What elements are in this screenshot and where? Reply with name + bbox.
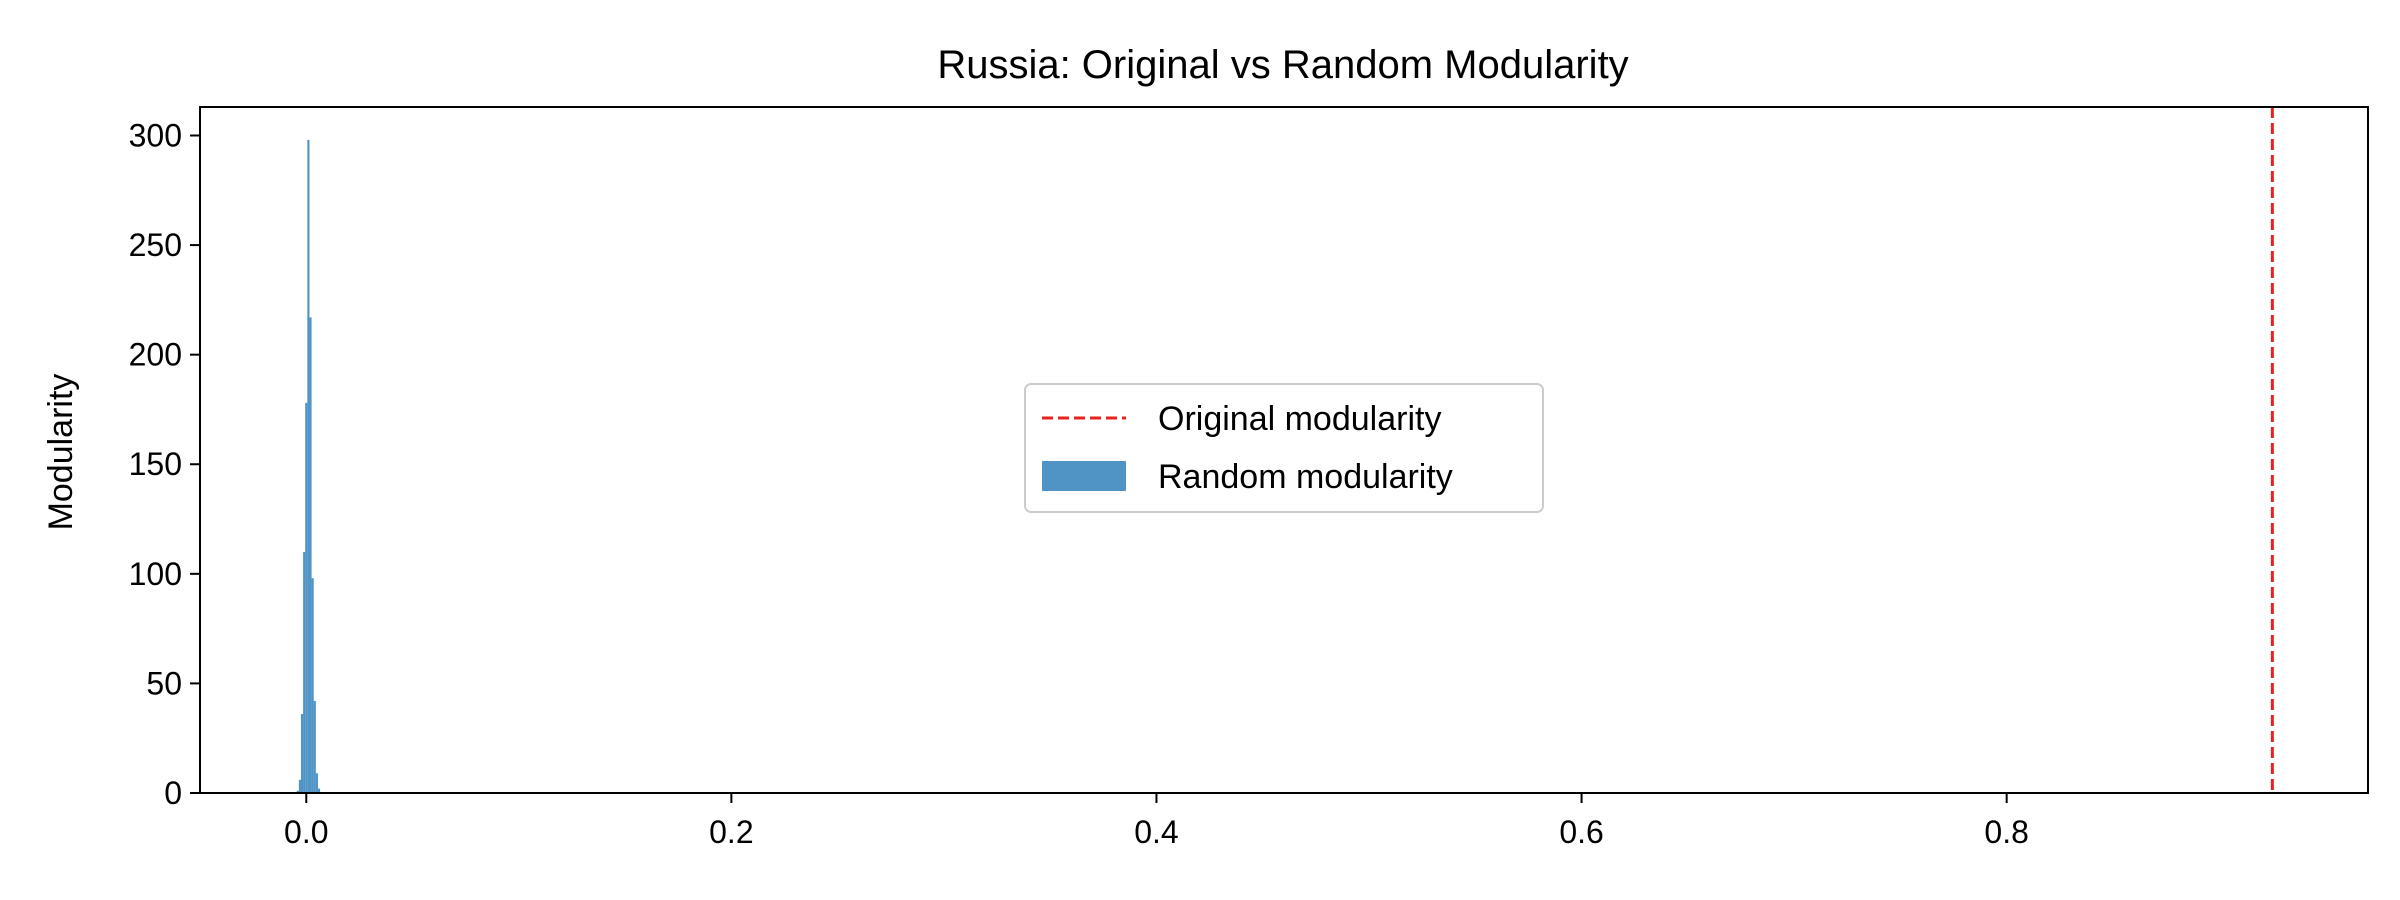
chart-title: Russia: Original vs Random Modularity [937,43,1628,87]
y-tick-label: 250 [129,227,182,263]
y-axis-label: Modularity [42,374,80,531]
histogram-bar [317,788,321,793]
y-tick-label: 0 [164,775,182,811]
legend-random-swatch [1042,461,1126,491]
histogram-bar [311,578,314,793]
y-tick-label: 200 [129,337,182,373]
histogram-bar [303,551,306,793]
histogram-bar [309,317,312,793]
histogram-bar [313,700,316,793]
plot-frame [199,106,2369,794]
histogram-bar [315,773,318,793]
histogram-bar [300,714,304,793]
x-tick-label: 0.6 [1559,814,1603,850]
y-tick-label: 50 [146,665,182,701]
x-tick-label: 0.0 [284,814,328,850]
y-tick-label: 150 [129,446,182,482]
x-tick-label: 0.4 [1134,814,1178,850]
legend-random-label: Random modularity [1158,458,1453,496]
x-tick-label: 0.2 [709,814,753,850]
histogram-bar [298,779,301,793]
plot-area: 0.0 0.2 0.4 0.6 0.8 0 50 100 150 200 250 300 [129,106,2369,850]
y-tick-label: 300 [129,117,182,153]
legend-box [1024,383,1544,513]
histogram-bar [305,402,308,793]
legend: Original modularity Random modularity [1024,383,1544,513]
legend-original-label: Original modularity [1158,400,1441,438]
y-tick-label: 100 [129,556,182,592]
histogram-bar [296,790,299,793]
histogram-bar [307,139,310,793]
x-tick-label: 0.8 [1984,814,2028,850]
